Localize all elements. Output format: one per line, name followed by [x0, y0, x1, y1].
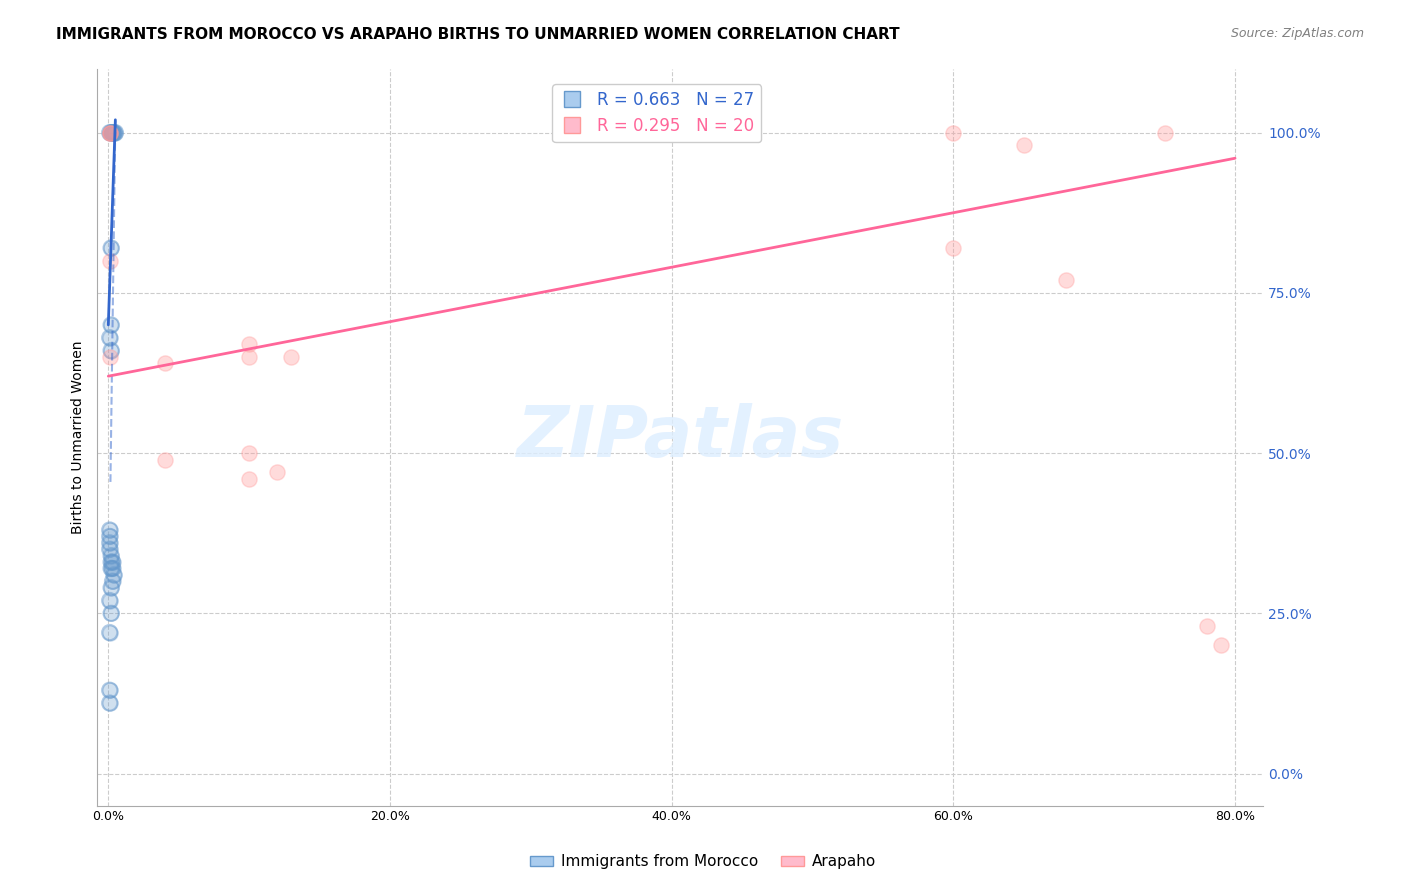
Point — [1012, 138, 1035, 153]
Immigrants from Morocco — [100, 126, 122, 140]
Immigrants from Morocco — [100, 581, 122, 595]
Point — [101, 574, 124, 589]
Point — [280, 350, 302, 364]
Point — [266, 466, 288, 480]
Point — [100, 581, 122, 595]
Point — [98, 126, 121, 140]
Point — [103, 567, 125, 582]
Immigrants from Morocco — [103, 567, 125, 582]
Immigrants from Morocco — [98, 529, 121, 543]
Point — [98, 523, 121, 537]
Point — [98, 350, 121, 364]
Point — [100, 549, 122, 563]
Y-axis label: Births to Unmarried Women: Births to Unmarried Women — [72, 341, 86, 533]
Point — [100, 126, 122, 140]
Immigrants from Morocco — [103, 126, 125, 140]
Point — [98, 536, 121, 550]
Point — [238, 337, 260, 351]
Legend: Immigrants from Morocco, Arapaho: Immigrants from Morocco, Arapaho — [524, 848, 882, 875]
Point — [942, 241, 965, 255]
Immigrants from Morocco — [104, 126, 127, 140]
Immigrants from Morocco — [100, 318, 122, 332]
Immigrants from Morocco — [98, 683, 121, 698]
Point — [1153, 126, 1175, 140]
Point — [104, 126, 127, 140]
Immigrants from Morocco — [98, 542, 121, 557]
Point — [153, 356, 176, 370]
Point — [98, 683, 121, 698]
Immigrants from Morocco — [101, 555, 124, 569]
Immigrants from Morocco — [98, 523, 121, 537]
Immigrants from Morocco — [98, 126, 121, 140]
Point — [100, 343, 122, 358]
Point — [98, 542, 121, 557]
Legend: R = 0.663   N = 27, R = 0.295   N = 20: R = 0.663 N = 27, R = 0.295 N = 20 — [553, 84, 761, 142]
Immigrants from Morocco — [98, 625, 121, 640]
Immigrants from Morocco — [100, 607, 122, 621]
Point — [1209, 639, 1232, 653]
Point — [942, 126, 965, 140]
Immigrants from Morocco — [98, 696, 121, 710]
Immigrants from Morocco — [100, 555, 122, 569]
Text: ZIPatlas: ZIPatlas — [516, 402, 844, 472]
Immigrants from Morocco — [101, 126, 124, 140]
Point — [98, 593, 121, 607]
Point — [98, 253, 121, 268]
Immigrants from Morocco — [101, 574, 124, 589]
Point — [1054, 273, 1077, 287]
Immigrants from Morocco — [100, 549, 122, 563]
Immigrants from Morocco — [101, 561, 124, 575]
Point — [98, 126, 121, 140]
Point — [98, 126, 121, 140]
Point — [101, 561, 124, 575]
Point — [1195, 619, 1218, 633]
Point — [98, 126, 121, 140]
Point — [238, 472, 260, 486]
Text: Source: ZipAtlas.com: Source: ZipAtlas.com — [1230, 27, 1364, 40]
Point — [100, 555, 122, 569]
Point — [101, 555, 124, 569]
Immigrants from Morocco — [100, 343, 122, 358]
Point — [98, 529, 121, 543]
Immigrants from Morocco — [98, 536, 121, 550]
Point — [103, 126, 125, 140]
Immigrants from Morocco — [98, 593, 121, 607]
Immigrants from Morocco — [101, 126, 124, 140]
Point — [100, 561, 122, 575]
Point — [238, 350, 260, 364]
Point — [101, 126, 124, 140]
Point — [98, 625, 121, 640]
Point — [100, 607, 122, 621]
Text: IMMIGRANTS FROM MOROCCO VS ARAPAHO BIRTHS TO UNMARRIED WOMEN CORRELATION CHART: IMMIGRANTS FROM MOROCCO VS ARAPAHO BIRTH… — [56, 27, 900, 42]
Immigrants from Morocco — [100, 561, 122, 575]
Immigrants from Morocco — [100, 241, 122, 255]
Immigrants from Morocco — [98, 331, 121, 345]
Point — [98, 331, 121, 345]
Point — [101, 126, 124, 140]
Point — [100, 241, 122, 255]
Point — [100, 318, 122, 332]
Point — [153, 452, 176, 467]
Point — [98, 696, 121, 710]
Point — [238, 446, 260, 460]
